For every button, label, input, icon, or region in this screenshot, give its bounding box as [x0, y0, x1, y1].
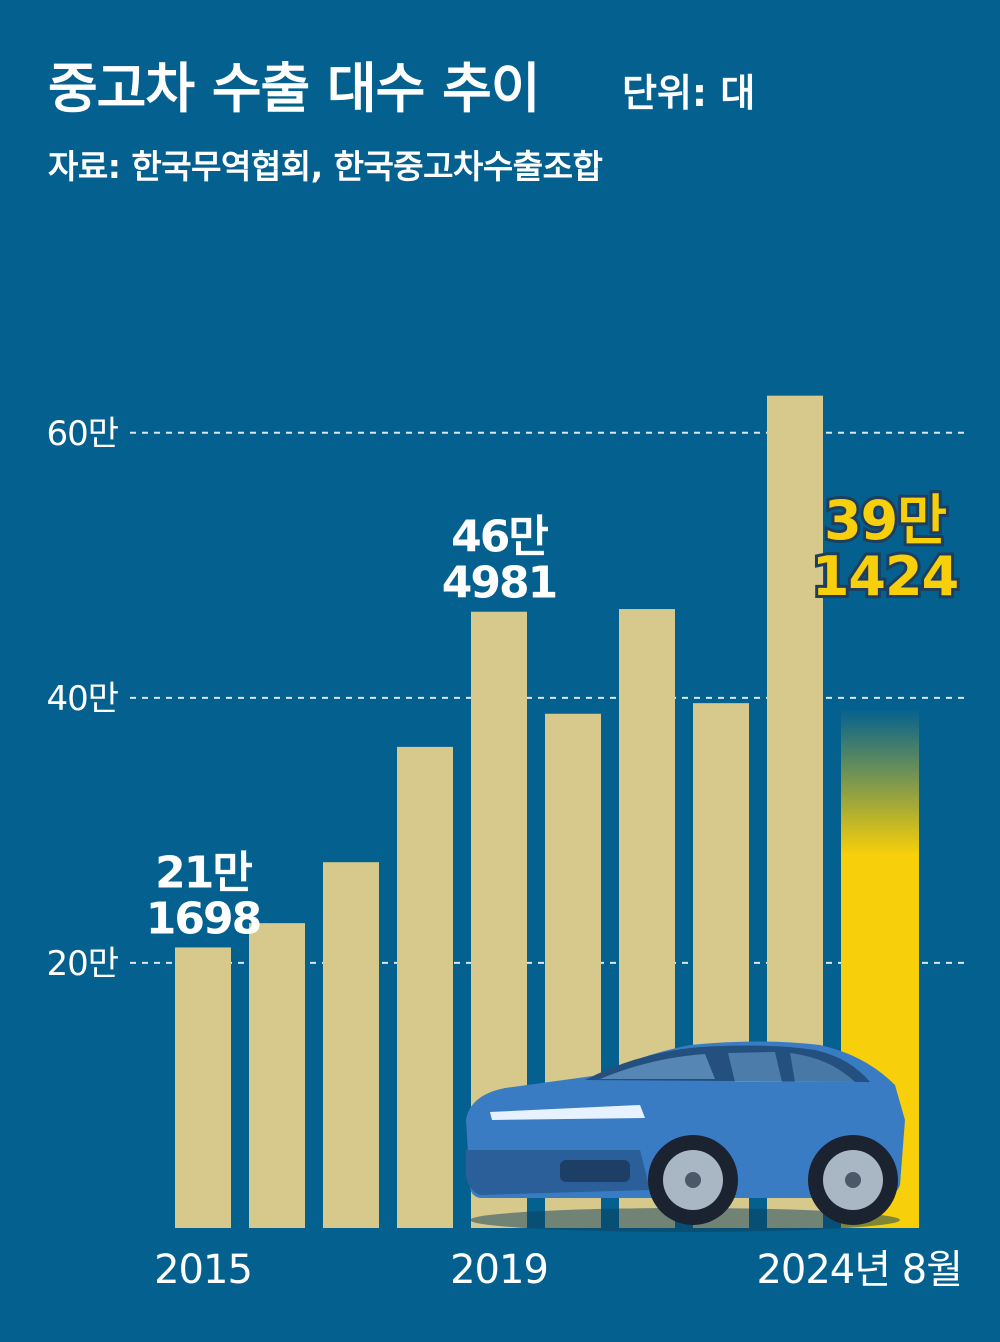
data-label: 1698 [146, 893, 260, 944]
chart-title: 중고차 수출 대수 추이 [48, 57, 541, 120]
data-label: 39만 [824, 489, 946, 552]
y-tick-label: 40만 [46, 679, 118, 719]
x-tick-label: 2015 [154, 1247, 252, 1293]
bar [175, 947, 231, 1228]
source-label: 자료: 한국무역협회, 한국중고차수출조합 [48, 147, 603, 186]
y-tick-label: 60만 [46, 414, 118, 454]
x-tick-label: 2019 [450, 1247, 548, 1293]
x-tick-label: 2024년 8월 [756, 1247, 962, 1293]
bar [397, 746, 453, 1228]
car-icon [466, 1041, 905, 1232]
unit-label: 단위: 대 [622, 71, 756, 115]
data-label: 4981 [442, 558, 556, 609]
bar [249, 923, 305, 1228]
bar [323, 862, 379, 1228]
y-tick-label: 20만 [46, 944, 118, 984]
data-label: 1424 [812, 545, 958, 608]
data-label: 21만 [155, 847, 252, 898]
data-label: 46만 [451, 512, 548, 563]
